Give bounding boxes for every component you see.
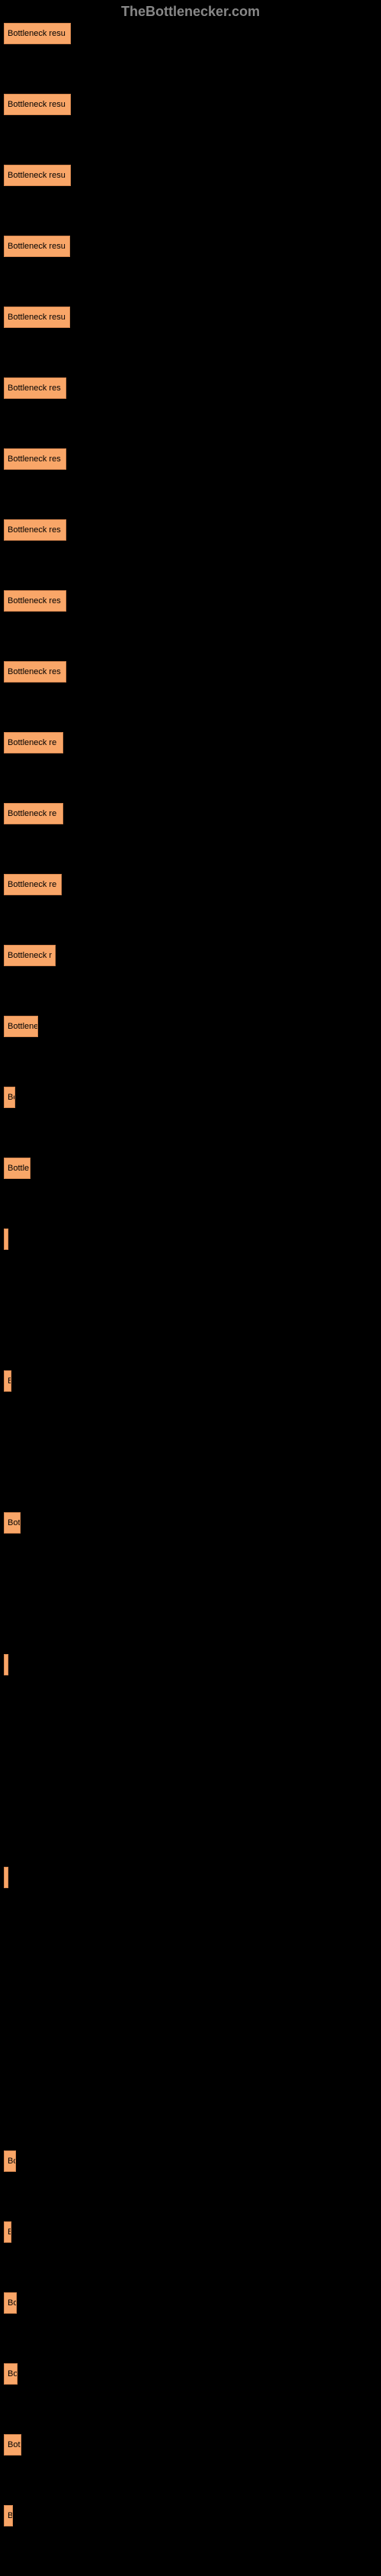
chart-bar: Bottleneck resu <box>4 307 70 328</box>
chart-bar: Bottleneck r <box>4 945 56 966</box>
chart-bar: B <box>4 2221 11 2243</box>
chart-bar: Bottleneck re <box>4 732 63 753</box>
chart-bar: Bottleneck res <box>4 661 66 683</box>
chart-bar: Bottleneck res <box>4 448 66 470</box>
chart-bar: Bottle <box>4 1158 30 1179</box>
chart-bar: Bot <box>4 2434 21 2456</box>
chart-bar: B <box>4 1229 8 1250</box>
chart-bar: B <box>4 1370 11 1392</box>
chart-bar: Bo <box>4 2363 18 2385</box>
chart-bar: Bo <box>4 2150 16 2172</box>
chart-bar: Bottleneck res <box>4 519 66 541</box>
chart-bar: Bottleneck resu <box>4 165 71 186</box>
chart-bar: Bottleneck resu <box>4 23 71 44</box>
chart-bar: Bottleneck re <box>4 874 62 895</box>
chart-bar: Bottlene <box>4 1016 38 1037</box>
bar-chart: Bottleneck resu Bottleneck resu Bottleneck… <box>0 0 381 2526</box>
chart-bar: I <box>4 1867 8 1888</box>
chart-bar: B <box>4 2505 13 2526</box>
chart-bar: Bo <box>4 2292 17 2314</box>
chart-bar: Bo <box>4 1087 15 1108</box>
chart-bar: Bottleneck re <box>4 803 63 824</box>
chart-bar: Bottleneck resu <box>4 236 70 257</box>
chart-bar: Bottleneck res <box>4 590 66 612</box>
chart-bar: I <box>4 1654 8 1675</box>
chart-bar: Bottleneck resu <box>4 94 71 115</box>
chart-bar: Bot <box>4 1512 21 1534</box>
chart-bar: Bottleneck res <box>4 377 66 399</box>
